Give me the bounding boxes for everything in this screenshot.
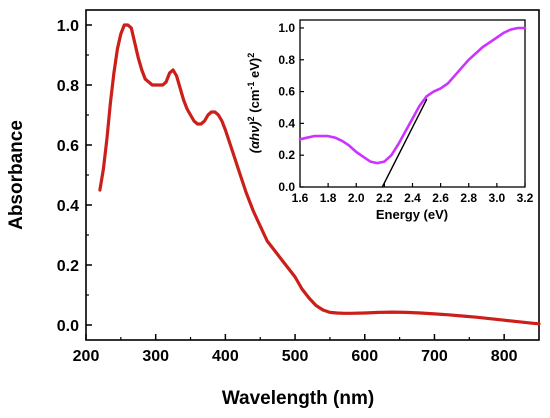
inset-ylabel-unit-open: (cm [247,90,262,117]
y-tick-label: 1.0 [57,18,79,35]
x-axis-label: Wavelength (nm) [222,388,374,409]
inset-x-tick-label: 2.0 [348,191,365,205]
main-series-group [98,23,541,326]
inset-plot-frame [299,19,526,188]
y-axis-label: Absorbance [6,120,27,230]
inset-y-tick-label: 1.0 [278,21,295,35]
inset-x-tick-label: 2.4 [404,191,421,205]
inset-y-tick-label: 0.8 [278,53,295,67]
y-tick-label: 0.2 [57,258,79,275]
inset-ylabel-main: (αhν) [247,121,262,153]
inset-x-tick-label: 1.8 [320,191,337,205]
x-tick-label: 400 [212,348,239,365]
inset-axes-ticks: 1.6 1.8 2.0 2.2 2.4 2.6 2.8 3.0 3.2 0.0 0.2 0.4 0.6 0… [278,21,533,205]
x-tick-label: 700 [421,348,448,365]
absorbance-series-line [98,23,541,326]
inset-ylabel-sup1: 2 [246,116,256,121]
inset-x-tick-label: 2.6 [432,191,449,205]
x-tick-label: 300 [142,348,169,365]
y-tick-label: 0.4 [57,198,79,215]
inset-y-tick-label: 0.2 [278,148,295,162]
inset-y-tick-label: 0.4 [278,116,295,130]
inset-x-axis-label: Energy (eV) [376,207,448,222]
inset-series-group [298,26,527,188]
x-tick-label: 600 [351,348,378,365]
x-tick-label: 500 [282,348,309,365]
y-tick-label: 0.0 [57,318,79,335]
inset-y-tick-label: 0.6 [278,85,295,99]
y-tick-label: 0.6 [57,138,79,155]
y-tick-label: 0.8 [57,78,79,95]
main-axes-ticks: 200 300 400 500 600 700 800 0.0 0.2 0.4 0.6 0.8 1.0 [57,18,518,365]
inset-ylabel-unit-close: eV) [247,58,262,82]
inset-x-tick-label: 2.8 [460,191,477,205]
tauc-series-line [298,26,527,165]
inset-x-tick-label: 2.2 [376,191,393,205]
inset-x-tick-label: 3.0 [489,191,506,205]
inset-x-tick-label: 3.2 [517,191,534,205]
inset-y-axis-label: (αhν)2 (cm-1 eV)2 [246,53,262,154]
inset-y-tick-label: 0.0 [278,180,295,194]
inset-ylabel-sup2: -1 [246,82,256,90]
x-tick-label: 800 [491,348,518,365]
x-tick-label: 200 [73,348,100,365]
tauc-fit-line [381,98,428,188]
inset-ylabel-sup3: 2 [246,53,256,58]
inset-x-tick-label: 1.6 [292,191,309,205]
